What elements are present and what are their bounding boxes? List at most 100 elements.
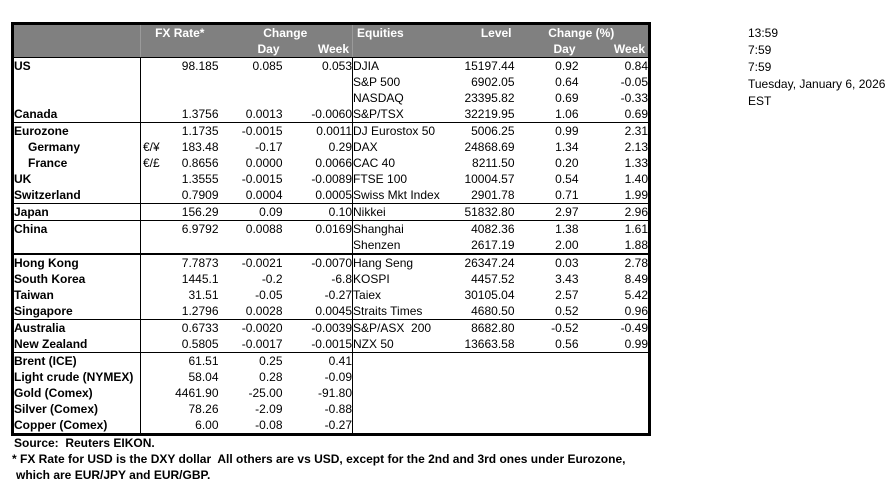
equity-level-value: 15197.44 [464, 59, 515, 73]
equity-change-day-value: 1.34 [555, 140, 579, 154]
fx-change-week-value [283, 237, 353, 254]
fx-country-label: Singapore [14, 304, 73, 318]
fx-change-week-value: 0.053 [321, 59, 353, 73]
corner-header-cell [12, 23, 141, 41]
equity-change-day-value: 0.52 [555, 304, 579, 318]
clock-panel: 13:59 7:59 7:59 Tuesday, January 6, 2026… [748, 25, 885, 110]
equity-change-week-value: 8.49 [624, 272, 649, 286]
equity-change-day-value: 2.97 [514, 203, 579, 221]
fx-change-day-value: 0.0013 [245, 107, 283, 121]
fx-country-label [13, 90, 141, 106]
fx-rate-value: 0.8656 [181, 156, 219, 170]
fx-country-label [13, 237, 141, 254]
fx-rate-value: 156.29 [181, 205, 219, 219]
table-row: Germany €/¥ 183.48 -0.17 0.29 DAX 24868.6… [13, 139, 650, 155]
fx-rate-cell: 6.00 [140, 417, 219, 435]
table-row: S&P 500 6902.05 0.64 -0.05 [13, 74, 650, 90]
equity-change-week-value: -0.33 [620, 91, 649, 105]
equity-index-label: NZX 50 [352, 336, 453, 353]
table-row: Eurozone 1.1735 -0.0015 0.0011 DJ Eurost… [12, 122, 650, 139]
fx-change-day-value: 0.28 [259, 370, 283, 384]
equity-change-week-value [579, 417, 650, 435]
equity-level-value: 6902.05 [471, 75, 515, 89]
table-row: Light crude (NYMEX) 58.04 0.28 -0.09 [13, 369, 650, 385]
fx-country-label: Switzerland [14, 188, 81, 202]
equity-change-day-value [515, 369, 579, 385]
equity-change-day-value: 0.92 [555, 59, 579, 73]
source-note: Source: Reuters EIKON. [14, 436, 155, 450]
fx-change-week-value: 0.41 [282, 352, 353, 369]
equity-index-label [352, 369, 453, 385]
equity-change-day-value: 1.38 [514, 220, 579, 237]
fx-change-week-value: 0.0045 [315, 304, 353, 318]
fx-rate-cell: 61.51 [140, 352, 219, 369]
fx-country-label: Copper (Comex) [14, 418, 108, 432]
equity-level-value [453, 417, 515, 435]
fx-rate-cell: 4461.90 [140, 385, 219, 401]
equity-change-day-value: 0.54 [555, 172, 579, 186]
fx-change-day-value: -0.08 [255, 418, 283, 432]
equity-level-value: 8211.50 [472, 156, 515, 170]
fx-rate-cell: 156.29 [140, 203, 219, 221]
equity-change-week-value: 1.99 [624, 188, 649, 202]
fx-change-day-value: 0.085 [252, 59, 283, 73]
fx-change-day-value: -0.0021 [218, 253, 283, 271]
equity-change-week-value [579, 369, 650, 385]
fx-change-day-value: 0.0004 [245, 188, 283, 202]
equity-change-week-value: 2.31 [578, 122, 650, 139]
fx-pair-symbol: €/¥ [143, 140, 160, 154]
equity-change-week-value [578, 352, 650, 369]
equity-change-day-value: 0.99 [514, 122, 579, 139]
fx-change-day-value: -25.00 [248, 386, 283, 400]
time-tertiary: 7:59 [748, 60, 772, 74]
fx-rate-cell: 7.7873 [140, 253, 219, 271]
fx-rate-cell: 1.1735 [140, 122, 219, 139]
equity-index-label: DAX [352, 139, 453, 155]
equity-index-label: S&P 500 [352, 74, 453, 90]
equity-level-value: 51832.80 [452, 203, 515, 221]
fx-change-day-value [219, 74, 283, 90]
equity-day-header: Day [514, 41, 579, 58]
fx-change-day-value: -0.17 [255, 140, 283, 154]
fx-change-week-value [283, 90, 353, 106]
equity-change-week-value: 1.40 [624, 172, 649, 186]
fx-rate-value: 7.7873 [181, 256, 219, 270]
equity-change-day-value: -0.52 [514, 319, 579, 336]
fx-change-day-value [219, 237, 283, 254]
equity-change-day-value [514, 352, 579, 369]
fx-change-day-value: 0.25 [218, 352, 283, 369]
fx-rate-value: 61.51 [188, 354, 219, 368]
fx-rate-cell: 98.185 [140, 57, 219, 74]
empty-header-cell [12, 41, 141, 58]
table-row: Canada 1.3756 0.0013 -0.0060 S&P/TSX 322… [13, 106, 650, 123]
equity-change-day-value: 0.20 [555, 156, 579, 170]
table-row: Switzerland 0.7909 0.0004 0.0005 Swiss M… [13, 187, 650, 204]
fx-country-label [13, 74, 141, 90]
fx-country-label: US [14, 59, 31, 73]
fx-rate-value: 0.5805 [181, 337, 219, 351]
equity-index-label: Hang Seng [352, 253, 453, 271]
fx-change-week-value: -6.8 [331, 272, 353, 286]
equity-change-week-value: 0.96 [624, 304, 649, 318]
fx-change-day-value: -0.0017 [241, 337, 283, 351]
equity-change-week-value: -0.05 [620, 75, 649, 89]
fx-rate-value: 0.7909 [181, 188, 219, 202]
fx-country-label: Gold (Comex) [14, 386, 93, 400]
fx-change-day-value: -0.2 [261, 272, 283, 286]
fx-change-week-value: -91.80 [317, 386, 353, 400]
equity-level-value: 4457.52 [471, 272, 515, 286]
empty-header-cell [452, 41, 515, 58]
fx-change-day-value: 0.09 [218, 203, 283, 221]
fx-rate-value: 183.48 [181, 140, 219, 154]
fx-change-week-value: 0.0005 [315, 188, 353, 202]
equity-level-value: 5006.25 [452, 122, 515, 139]
equity-change-week-value: 1.88 [624, 238, 649, 252]
fx-rate-cell: €/£ 0.8656 [140, 155, 219, 171]
fx-country-label: Hong Kong [12, 253, 141, 271]
date-label: Tuesday, January 6, 2026 [748, 77, 886, 91]
fx-change-week-value: -0.0089 [311, 172, 353, 186]
equity-change-week-value: 5.42 [624, 288, 649, 302]
equity-change-day-value: 0.56 [555, 337, 579, 351]
fx-rate-value: 58.04 [188, 370, 219, 384]
equity-index-label: CAC 40 [352, 155, 453, 171]
